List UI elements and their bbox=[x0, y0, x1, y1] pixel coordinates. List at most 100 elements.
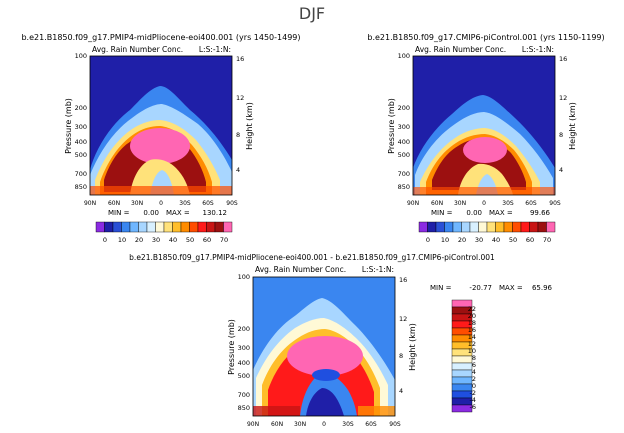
panel-diff-lower-negative bbox=[306, 388, 344, 416]
panel-diff-cbar-label: 8 bbox=[472, 354, 476, 362]
panel-right-ytick: 700 bbox=[398, 170, 410, 178]
panel-left-xtick: 90N bbox=[84, 200, 96, 207]
panel-left-subtitle: Avg. Rain Number Conc. bbox=[92, 45, 183, 54]
panel-left-cbar-label: 0 bbox=[103, 236, 107, 244]
panel-diff-ylabel-right: Height (km) bbox=[408, 323, 417, 371]
panel-right-colorbar-swatch bbox=[461, 221, 471, 233]
panel-right-surface-band bbox=[413, 187, 555, 195]
panel-right-core bbox=[463, 137, 507, 163]
panel-right-colorbar-swatch bbox=[444, 221, 454, 233]
panel-right-frame bbox=[412, 55, 556, 196]
panel-diff-cbar-label: -2 bbox=[470, 389, 476, 397]
panel-diff-ytick: 850 bbox=[238, 404, 250, 412]
panel-right-cbar-label: 50 bbox=[509, 236, 517, 244]
panel-left-cbar-label: 70 bbox=[220, 236, 228, 244]
panel-right-max-label: MAX = bbox=[489, 209, 513, 217]
panel-diff-surface-band-south bbox=[358, 406, 395, 416]
panel-left-colorbar-swatch bbox=[155, 221, 165, 233]
panel-diff-xtick: 0 bbox=[322, 421, 326, 428]
panel-right-xtick: 90N bbox=[407, 200, 419, 207]
panel-diff-cbar-label: 16 bbox=[468, 326, 476, 334]
panel-left-minmax: MIN = 0.00 MAX = 130.12 bbox=[108, 209, 227, 217]
panel-diff-max-label: MAX = bbox=[499, 284, 523, 292]
panel-left-xtick: 30N bbox=[131, 200, 143, 207]
panel-right-colorbar-swatch bbox=[469, 221, 479, 233]
panel-right-ytick: 200 bbox=[398, 104, 410, 112]
panel-right-xtick: 0 bbox=[482, 200, 486, 207]
panel-right-colorbar bbox=[418, 221, 556, 233]
panel-right-colorbar-labels: 0 10 20 30 40 50 60 70 bbox=[426, 236, 551, 244]
panel-right-colorbar-swatch bbox=[427, 221, 437, 233]
panel-left-colorbar-swatch bbox=[112, 221, 122, 233]
panel-diff-cbar-label: -6 bbox=[470, 403, 476, 411]
panel-diff-xtick: 90N bbox=[247, 421, 259, 428]
panel-left-colorbar bbox=[95, 221, 233, 233]
panel-left-ytick: 200 bbox=[75, 104, 87, 112]
panel-right-ytick: 500 bbox=[398, 151, 410, 159]
panel-right-ytick: 850 bbox=[398, 183, 410, 191]
panel-left-colorbar-labels: 0 10 20 30 40 50 60 70 bbox=[103, 236, 228, 244]
panel-diff-ytick: 300 bbox=[238, 344, 250, 352]
panel-diff-xtick: 60S bbox=[365, 421, 377, 428]
panel-left-cbar-label: 50 bbox=[186, 236, 194, 244]
panel-right-units: L:S:-1:N: bbox=[522, 45, 554, 54]
panel-right-colorbar-swatch bbox=[546, 221, 556, 233]
panel-left-cbar-label: 10 bbox=[118, 236, 126, 244]
panel-right-colorbar-swatch bbox=[520, 221, 530, 233]
panel-left-cbar-label: 60 bbox=[203, 236, 211, 244]
panel-right-colorbar-swatch bbox=[495, 221, 505, 233]
panel-left-ytick: 700 bbox=[75, 170, 87, 178]
panel-diff-colorbar-swatch bbox=[451, 376, 473, 385]
panel-diff-min-label: MIN = bbox=[430, 284, 452, 292]
panel-left-colorbar-swatch bbox=[163, 221, 173, 233]
panel-left-xtick: 30S bbox=[179, 200, 191, 207]
panel-left-field bbox=[90, 56, 232, 195]
panel-diff-cbar-label: -4 bbox=[470, 396, 476, 404]
panel-left-ytick-right: 8 bbox=[236, 131, 240, 139]
panel-left-ytick: 850 bbox=[75, 183, 87, 191]
panel-diff-ylabel: Pressure (mb) bbox=[227, 319, 236, 375]
panel-diff-colorbar-swatch bbox=[451, 362, 473, 371]
panel-left-ytick-right: 4 bbox=[236, 166, 240, 174]
panel-right-ytick: 300 bbox=[398, 123, 410, 131]
panel-right-ytick-right: 8 bbox=[559, 131, 563, 139]
panel-diff-ytick: 200 bbox=[238, 325, 250, 333]
panel-right-colorbar-swatch bbox=[537, 221, 547, 233]
panel-left-ytick: 500 bbox=[75, 151, 87, 159]
panel-right-ytick: 100 bbox=[398, 52, 410, 60]
panel-diff-ytick-right: 8 bbox=[399, 352, 403, 360]
panel-diff-xtick: 60N bbox=[271, 421, 283, 428]
panel-left-title: b.e21.B1850.f09_g17.PMIP4-midPliocene-eo… bbox=[21, 33, 300, 42]
panel-right-colorbar-swatch bbox=[478, 221, 488, 233]
panel-diff-cbar-label: 0 bbox=[472, 382, 476, 390]
panel-right-xtick: 90S bbox=[549, 200, 561, 207]
panel-right-ytick-right: 12 bbox=[559, 94, 567, 102]
panel-diff-cbar-label: 12 bbox=[468, 340, 476, 348]
panel-right-cbar-label: 40 bbox=[492, 236, 500, 244]
panel-diff-cbar-label: 10 bbox=[468, 347, 476, 355]
panel-left-units: L:S:-1:N: bbox=[199, 45, 231, 54]
panel-diff-ytick-right: 12 bbox=[399, 315, 407, 323]
panel-right-xtick: 60S bbox=[525, 200, 537, 207]
panel-diff-cbar-label: 2 bbox=[472, 375, 476, 383]
panel-right-minmax: MIN = 0.00 MAX = 99.66 bbox=[431, 209, 551, 217]
panel-right-ytick-right: 4 bbox=[559, 166, 563, 174]
panel-diff-field bbox=[253, 277, 395, 416]
panel-left: b.e21.B1850.f09_g17.PMIP4-midPliocene-eo… bbox=[21, 33, 300, 244]
panel-right-colorbar-swatch bbox=[512, 221, 522, 233]
panel-diff-title: b.e21.B1850.f09_g17.PMIP4-midPliocene-eo… bbox=[129, 253, 495, 262]
panel-left-colorbar-swatch bbox=[138, 221, 148, 233]
panel-diff-max-value: 65.96 bbox=[532, 284, 553, 292]
panel-left-ytick: 300 bbox=[75, 123, 87, 131]
panel-diff-units: L:S:-1:N: bbox=[362, 265, 394, 274]
panel-diff-frame bbox=[252, 276, 396, 417]
panel-diff: b.e21.B1850.f09_g17.PMIP4-midPliocene-eo… bbox=[129, 253, 552, 428]
panel-diff-yticks-right: 16 12 8 4 bbox=[399, 276, 407, 395]
panel-left-xtick: 90S bbox=[226, 200, 238, 207]
panel-diff-ytick: 100 bbox=[238, 273, 250, 281]
panel-right-title: b.e21.B1850.f09_g17.CMIP6-piControl.001 … bbox=[367, 33, 604, 42]
panel-left-ytick: 100 bbox=[75, 52, 87, 60]
panel-left-cbar-label: 20 bbox=[135, 236, 143, 244]
panel-diff-ytick: 700 bbox=[238, 391, 250, 399]
